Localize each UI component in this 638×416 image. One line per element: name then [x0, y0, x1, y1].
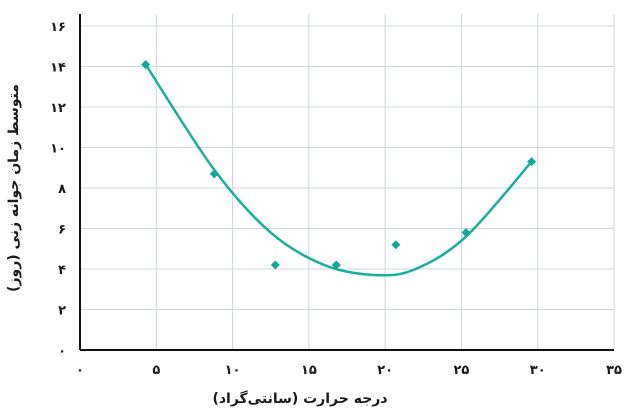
x-tick-label: ۲۵ — [453, 363, 469, 378]
data-point — [141, 59, 151, 69]
data-point — [461, 228, 471, 238]
x-tick-label: ۲۰ — [377, 363, 393, 378]
y-tick-label: ۱۴ — [50, 61, 66, 76]
trend-curve — [144, 63, 533, 277]
x-axis-title: درجه حرارت (سانتی‌گراد) — [212, 390, 387, 407]
x-tick-label: ۱۰ — [225, 363, 241, 378]
x-tick-label: ۳۰ — [530, 363, 546, 378]
y-tick-label: ۸ — [58, 182, 66, 197]
y-axis-title: متوسط زمان جوانه زنی (روز) — [6, 84, 22, 292]
y-tick-label: ۴ — [58, 263, 66, 278]
y-tick-label: ۱۰ — [50, 142, 66, 157]
data-points — [141, 59, 537, 270]
y-tick-label: ۱۲ — [50, 101, 66, 116]
gridlines — [80, 14, 615, 350]
y-tick-label: ۲ — [58, 304, 66, 319]
x-tick-label: ۰ — [76, 363, 84, 378]
data-point — [391, 240, 401, 250]
y-tick-label: ۰ — [58, 344, 66, 359]
data-point — [331, 260, 341, 270]
y-tick-label: ۱۶ — [50, 20, 66, 35]
x-tick-label: ۱۵ — [301, 363, 317, 378]
data-point — [270, 260, 280, 270]
x-tick-label: ۳۵ — [606, 363, 622, 378]
y-tick-label: ۶ — [58, 223, 66, 238]
data-point — [527, 157, 537, 167]
data-point — [209, 169, 219, 179]
x-tick-label: ۵ — [152, 363, 160, 378]
axes — [79, 14, 614, 351]
x-tick-labels: ۰ ۵ ۱۰ ۱۵ ۲۰ ۲۵ ۳۰ ۳۵ — [76, 363, 622, 378]
y-tick-labels: ۰ ۲ ۴ ۶ ۸ ۱۰ ۱۲ ۱۴ ۱۶ — [50, 20, 66, 359]
